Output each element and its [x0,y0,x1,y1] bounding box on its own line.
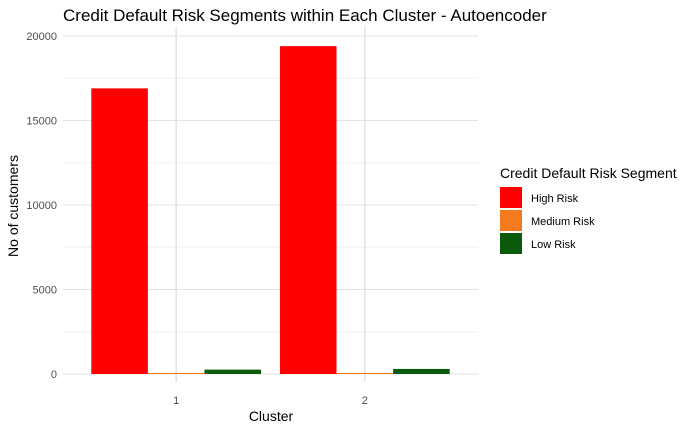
y-tick-label: 5000 [33,285,57,297]
bar [147,373,205,374]
y-tick-label: 20000 [26,31,57,43]
legend-swatch [500,233,522,254]
bars [91,46,450,374]
chart-title: Credit Default Risk Segments within Each… [63,6,547,25]
y-axis-ticks: 0 5000 10000 15000 20000 [26,31,57,381]
legend-swatch [500,210,522,231]
legend-swatch [500,187,522,208]
legend-label: High Risk [531,193,579,205]
x-tick-label: 2 [362,395,368,407]
y-axis-title: No of customers [5,155,21,257]
x-axis-title: Cluster [249,408,294,424]
bar [336,373,394,374]
legend-label: Medium Risk [531,216,595,228]
bar [393,368,450,374]
legend: Credit Default Risk Segment High Risk Med… [500,165,677,254]
bar [91,88,148,374]
y-tick-label: 0 [51,369,57,381]
legend-label: Low Risk [531,239,576,251]
x-tick-label: 1 [173,395,179,407]
bar [204,369,262,374]
y-tick-label: 10000 [26,200,57,212]
bar [279,46,337,374]
legend-title: Credit Default Risk Segment [500,165,677,181]
y-tick-label: 15000 [26,116,57,128]
